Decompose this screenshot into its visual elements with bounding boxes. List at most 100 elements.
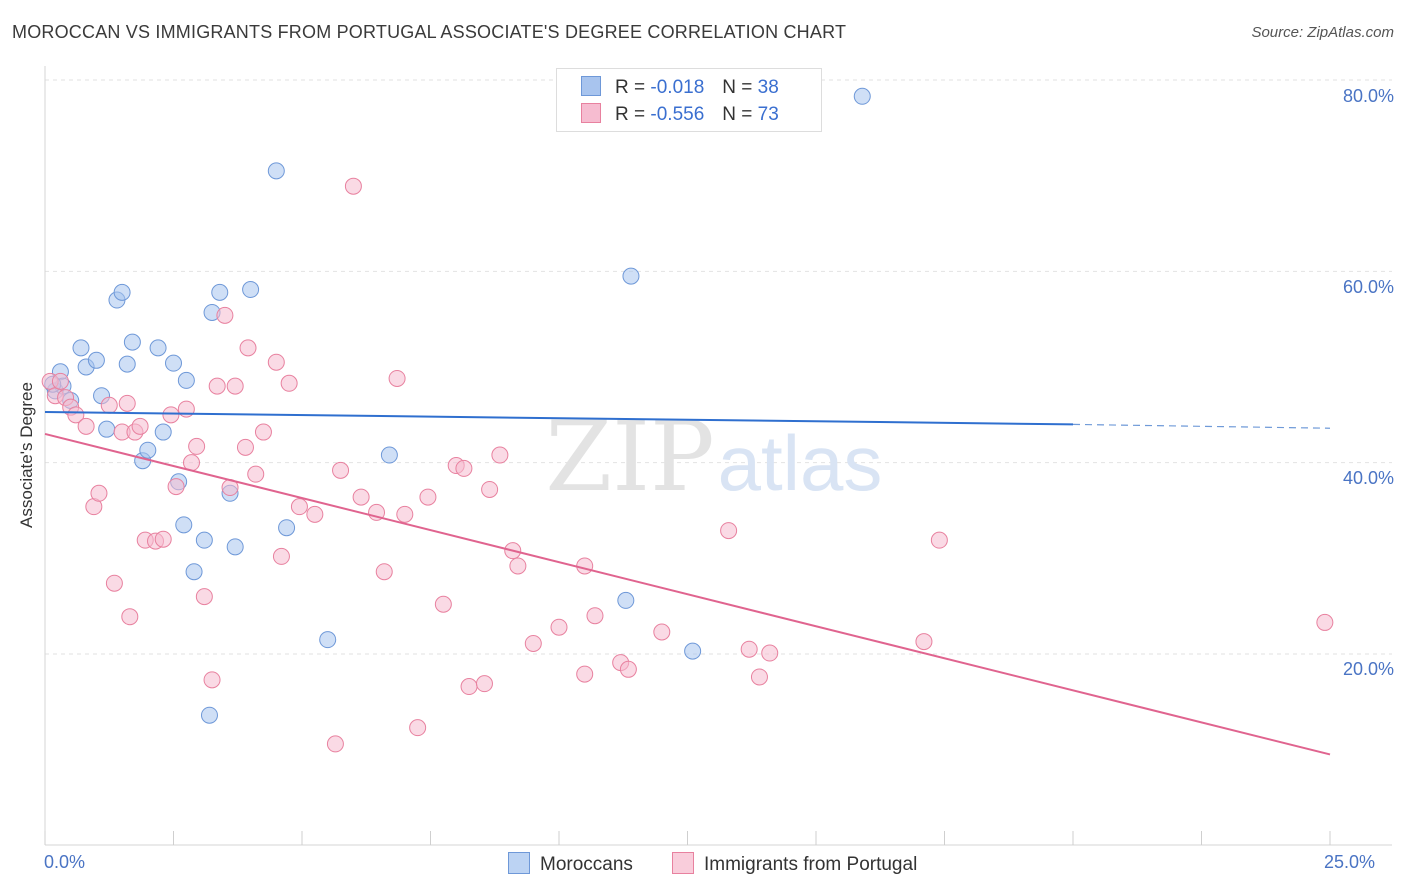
portugal-point — [280, 374, 298, 392]
portugal-point — [208, 377, 226, 395]
y-axis-label: Associate's Degree — [17, 382, 36, 528]
moroccan-point — [195, 531, 213, 549]
moroccan-point — [267, 162, 285, 180]
portugal-point — [352, 488, 370, 506]
portugal-point — [930, 531, 948, 549]
moroccan-point — [242, 281, 260, 299]
moroccan-point — [853, 87, 871, 105]
portugal-point — [481, 480, 499, 498]
stats-legend: R = -0.018 N = 38 R = -0.556 N = 73 — [556, 68, 822, 132]
moroccan-point — [165, 354, 182, 372]
watermark-atlas: atlas — [718, 419, 883, 507]
portugal-point — [254, 423, 272, 441]
portugal-point — [460, 678, 478, 696]
portugal-point — [195, 588, 213, 606]
legend-n-value: 73 — [757, 104, 779, 125]
moroccan-point — [177, 371, 195, 389]
bottom-legend-label: Immigrants from Portugal — [704, 854, 918, 875]
gridlines — [45, 79, 1392, 655]
x-tick-min: 0.0% — [44, 852, 86, 872]
portugal-point — [326, 735, 344, 753]
portugal-point — [247, 465, 265, 483]
data-points — [41, 87, 1334, 753]
legend-swatch-portugal — [581, 103, 601, 123]
axes — [44, 66, 1392, 846]
portugal-point — [388, 369, 406, 387]
moroccan-point — [98, 420, 116, 438]
y-tick-label: 40.0% — [1342, 468, 1394, 488]
portugal-point — [105, 574, 123, 592]
portugal-point — [750, 668, 768, 686]
portugal-point — [162, 406, 180, 424]
portugal-point — [236, 438, 254, 456]
moroccan-point — [226, 538, 244, 556]
y-tick-label: 80.0% — [1342, 86, 1394, 106]
portugal-point — [761, 644, 779, 662]
portugal-point — [915, 633, 933, 651]
moroccan-trend-line — [44, 410, 1074, 426]
moroccan-point — [118, 355, 136, 373]
portugal-point — [576, 665, 594, 683]
portugal-point — [396, 505, 414, 523]
portugal-point — [203, 671, 221, 689]
legend-row-moroccans: R = -0.018 N = 38 — [581, 76, 779, 99]
moroccan-point — [154, 423, 172, 441]
moroccan-point — [200, 706, 218, 724]
portugal-point — [419, 488, 437, 506]
moroccan-point — [622, 267, 640, 285]
portugal-point — [375, 563, 393, 581]
portugal-point — [239, 339, 257, 357]
y-tick-label: 60.0% — [1342, 277, 1394, 297]
legend-r-value: -0.018 — [650, 77, 705, 98]
portugal-point — [121, 608, 139, 626]
portugal-point — [67, 406, 85, 424]
portugal-point — [226, 377, 244, 395]
legend-r-label: R = — [615, 104, 646, 125]
portugal-point — [550, 618, 568, 636]
moroccan-point — [319, 631, 337, 649]
portugal-point — [619, 660, 637, 678]
portugal-point — [306, 505, 324, 523]
portugal-point — [344, 177, 362, 195]
moroccan-trend-extension — [1072, 423, 1331, 429]
portugal-point — [167, 478, 185, 496]
portugal-point — [576, 557, 594, 575]
portugal-point — [290, 498, 308, 516]
moroccan-point — [113, 283, 131, 301]
bottom-legend-moroccans: Moroccans — [508, 852, 633, 876]
moroccan-point — [380, 446, 398, 464]
legend-n-label: N = — [722, 77, 753, 98]
chart-title: MOROCCAN VS IMMIGRANTS FROM PORTUGAL ASS… — [12, 22, 847, 42]
moroccan-point — [139, 441, 157, 459]
legend-n-value: 38 — [757, 77, 779, 98]
source-credit: Source: ZipAtlas.com — [1251, 24, 1394, 41]
moroccan-point — [684, 642, 702, 660]
portugal-point — [216, 306, 234, 324]
portugal-point — [524, 634, 542, 652]
moroccan-point — [123, 333, 141, 351]
portugal-point — [51, 372, 69, 390]
moroccan-point — [617, 591, 635, 609]
moroccan-point — [211, 283, 229, 301]
portugal-point — [100, 396, 118, 414]
moroccan-point — [149, 339, 167, 357]
portugal-point — [653, 623, 671, 641]
portugal-point — [131, 417, 149, 435]
portugal-trend-line — [44, 432, 1331, 756]
legend-swatch-moroccans — [581, 76, 601, 96]
portugal-point — [740, 640, 758, 658]
moroccan-point — [185, 563, 203, 581]
legend-r-value: -0.556 — [650, 104, 705, 125]
bottom-legend-portugal: Immigrants from Portugal — [672, 852, 917, 876]
legend-row-portugal: R = -0.556 N = 73 — [581, 103, 779, 126]
legend-r-label: R = — [615, 77, 646, 98]
trend-lines — [44, 410, 1331, 756]
portugal-point — [409, 719, 427, 737]
portugal-point — [475, 675, 493, 693]
moroccan-point — [278, 519, 296, 537]
moroccan-point — [87, 351, 105, 369]
portugal-point — [491, 446, 509, 464]
bottom-legend-swatch-portugal — [672, 852, 694, 874]
portugal-point — [509, 557, 527, 575]
